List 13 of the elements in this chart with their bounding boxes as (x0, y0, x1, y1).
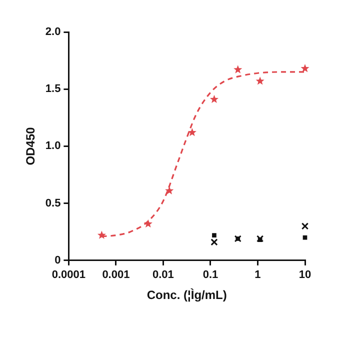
y-tick-label: 0 (54, 254, 61, 266)
y-axis-title: OD450 (24, 126, 38, 166)
x-tick-label: 10 (298, 269, 312, 282)
y-tick-label: 1.0 (45, 140, 61, 152)
x-tick-label: 0.01 (152, 269, 174, 282)
y-tick-label: 2.0 (45, 26, 61, 38)
y-tick-label: 1.5 (45, 83, 61, 96)
x-tick-label: 0.0001 (52, 269, 86, 282)
x-tick-label: 0.1 (202, 269, 218, 282)
y-tick-label: 0.5 (45, 197, 61, 210)
x-axis-title: Conc. (¦Ìg/mL) (146, 288, 227, 302)
x-tick-label: 1 (254, 269, 261, 282)
x-tick-label: 0.001 (102, 269, 130, 282)
